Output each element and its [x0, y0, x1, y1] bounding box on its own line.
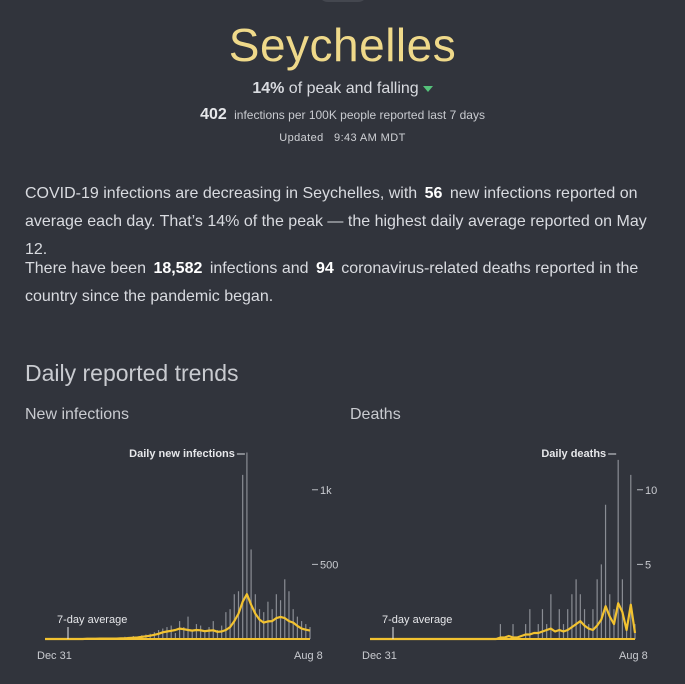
per-100k-text: infections per 100K people reported last… [234, 108, 485, 122]
summary-text: coronavirus-related deaths reported in t… [25, 260, 639, 305]
summary-text: new infections reported on average each … [25, 185, 647, 258]
deaths-chart-title: Deaths [350, 406, 401, 423]
avg-new-infections: 56 [424, 185, 443, 202]
daily-label: Daily deaths [541, 448, 606, 460]
peak-summary: 14% of peak and falling [0, 80, 685, 98]
seven-day-average-line [370, 602, 637, 641]
avg-label: 7-day average [382, 614, 452, 626]
infections-chart-title: New infections [25, 406, 130, 423]
updated-label: Updated [279, 132, 324, 144]
peak-percent: 14% [252, 80, 285, 97]
total-deaths: 94 [316, 260, 334, 277]
summary-text: COVID-19 infections are decreasing in Se… [25, 185, 418, 202]
summary-text: infections and [209, 260, 309, 277]
xaxis-start-label: Dec 31 [37, 650, 72, 662]
page-title: Seychelles [228, 19, 457, 71]
updated-timestamp: Updated 9:43 AM MDT [0, 132, 685, 144]
ytick-label: 5 [645, 559, 651, 571]
xaxis-end-label: Aug 8 [619, 650, 648, 662]
trend-down-icon [422, 85, 433, 92]
summary-paragraph-1: COVID-19 infections are decreasing in Se… [25, 180, 665, 264]
daily-label: Daily new infections [129, 448, 235, 460]
infections-chart: 500 1k Daily new infections 7-day average De… [37, 448, 338, 662]
ytick-label: 500 [320, 559, 338, 571]
ytick-label: 1k [320, 485, 332, 497]
summary-paragraph-2: There have been 18,582 infections and 94… [25, 255, 665, 311]
ytick-label: 10 [645, 485, 657, 497]
per-100k-value: 402 [200, 106, 227, 123]
seven-day-average-line [45, 593, 311, 641]
xaxis-end-label: Aug 8 [294, 650, 323, 662]
xaxis-start-label: Dec 31 [362, 650, 397, 662]
top-decoration [318, 0, 368, 2]
per-100k-summary: 402 infections per 100K people reported … [0, 106, 685, 124]
peak-text: of peak and falling [288, 80, 419, 97]
trends-section-title: Daily reported trends [25, 360, 239, 386]
summary-text: There have been [25, 260, 146, 277]
avg-label: 7-day average [57, 614, 127, 626]
updated-time: 9:43 AM MDT [334, 132, 406, 144]
deaths-chart: 5 10 Daily deaths 7-day average Dec 31 Aug 8 [362, 448, 657, 662]
total-infections: 18,582 [153, 260, 203, 277]
